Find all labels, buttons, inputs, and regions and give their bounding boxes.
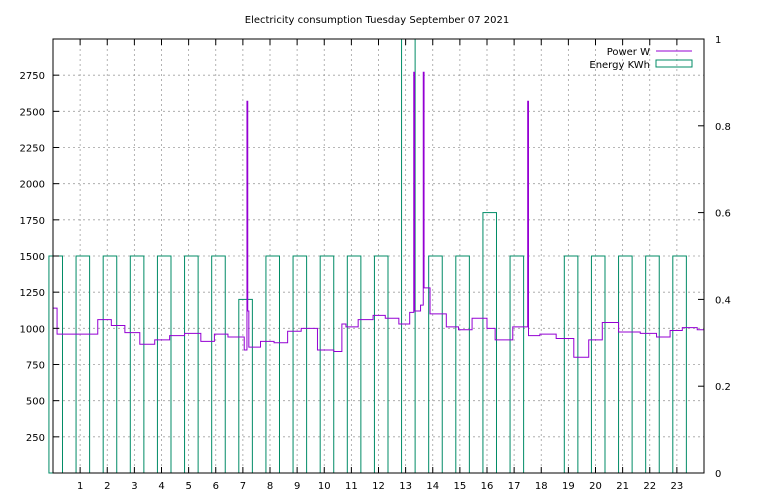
x-tick-label: 21: [616, 481, 629, 492]
axes: 2505007501000125015001750200022502500275…: [20, 35, 731, 492]
x-tick-label: 16: [481, 481, 494, 492]
energy-bar: [645, 255, 660, 474]
x-tick-label: 13: [399, 481, 412, 492]
energy-bar: [482, 212, 497, 474]
x-tick-label: 15: [454, 481, 467, 492]
x-tick-label: 11: [345, 481, 358, 492]
x-tick-label: 5: [185, 481, 191, 492]
x-tick-label: 23: [671, 481, 684, 492]
x-tick-label: 10: [318, 481, 331, 492]
energy-bar: [373, 255, 389, 474]
x-tick-label: 22: [643, 481, 656, 492]
y-tick-label: 250: [26, 433, 45, 444]
x-tick-label: 12: [372, 481, 385, 492]
energy-bar: [265, 255, 280, 474]
y-tick-label: 1000: [20, 324, 45, 335]
y-tick-label: 2500: [20, 107, 45, 118]
energy-bar: [618, 255, 633, 474]
x-tick-label: 18: [535, 481, 548, 492]
energy-bar: [184, 255, 199, 474]
y2-tick-label: 0.8: [715, 122, 731, 133]
y-tick-label: 1500: [20, 252, 45, 263]
legend: Power W Energy KWh: [589, 47, 693, 71]
y2-tick-label: 0.2: [715, 382, 731, 393]
x-tick-label: 9: [294, 481, 300, 492]
power-series: [53, 71, 704, 358]
energy-bar: [319, 255, 335, 474]
energy-bar: [129, 255, 145, 474]
x-tick-label: 6: [213, 481, 219, 492]
energy-bar: [455, 255, 470, 474]
energy-bar: [563, 255, 579, 474]
x-tick-label: 20: [589, 481, 602, 492]
legend-label-power: Power W: [607, 47, 650, 58]
energy-bar: [509, 255, 525, 474]
x-tick-label: 14: [426, 481, 439, 492]
y2-tick-label: 0: [715, 469, 721, 480]
x-tick-label: 17: [508, 481, 521, 492]
y2-tick-label: 0.4: [715, 295, 731, 306]
legend-label-energy: Energy KWh: [589, 60, 650, 71]
x-tick-label: 2: [104, 481, 110, 492]
power-line: [53, 71, 704, 358]
y-tick-label: 2000: [20, 180, 45, 191]
y-tick-label: 1250: [20, 288, 45, 299]
x-tick-label: 7: [240, 481, 246, 492]
x-tick-label: 3: [131, 481, 137, 492]
y-tick-label: 2750: [20, 71, 45, 82]
y2-tick-label: 1: [715, 35, 721, 46]
chart-title: Electricity consumption Tuesday Septembe…: [245, 15, 509, 26]
x-tick-label: 19: [562, 481, 575, 492]
y2-tick-label: 0.6: [715, 209, 731, 220]
x-tick-label: 1: [77, 481, 83, 492]
y-tick-label: 1750: [20, 216, 45, 227]
x-tick-label: 4: [158, 481, 164, 492]
legend-swatch-energy: [655, 59, 693, 68]
y-tick-label: 500: [26, 397, 45, 408]
energy-bar: [428, 255, 443, 474]
energy-bar: [238, 298, 253, 474]
y-tick-label: 750: [26, 361, 45, 372]
x-tick-label: 8: [267, 481, 273, 492]
y-tick-label: 2250: [20, 144, 45, 155]
